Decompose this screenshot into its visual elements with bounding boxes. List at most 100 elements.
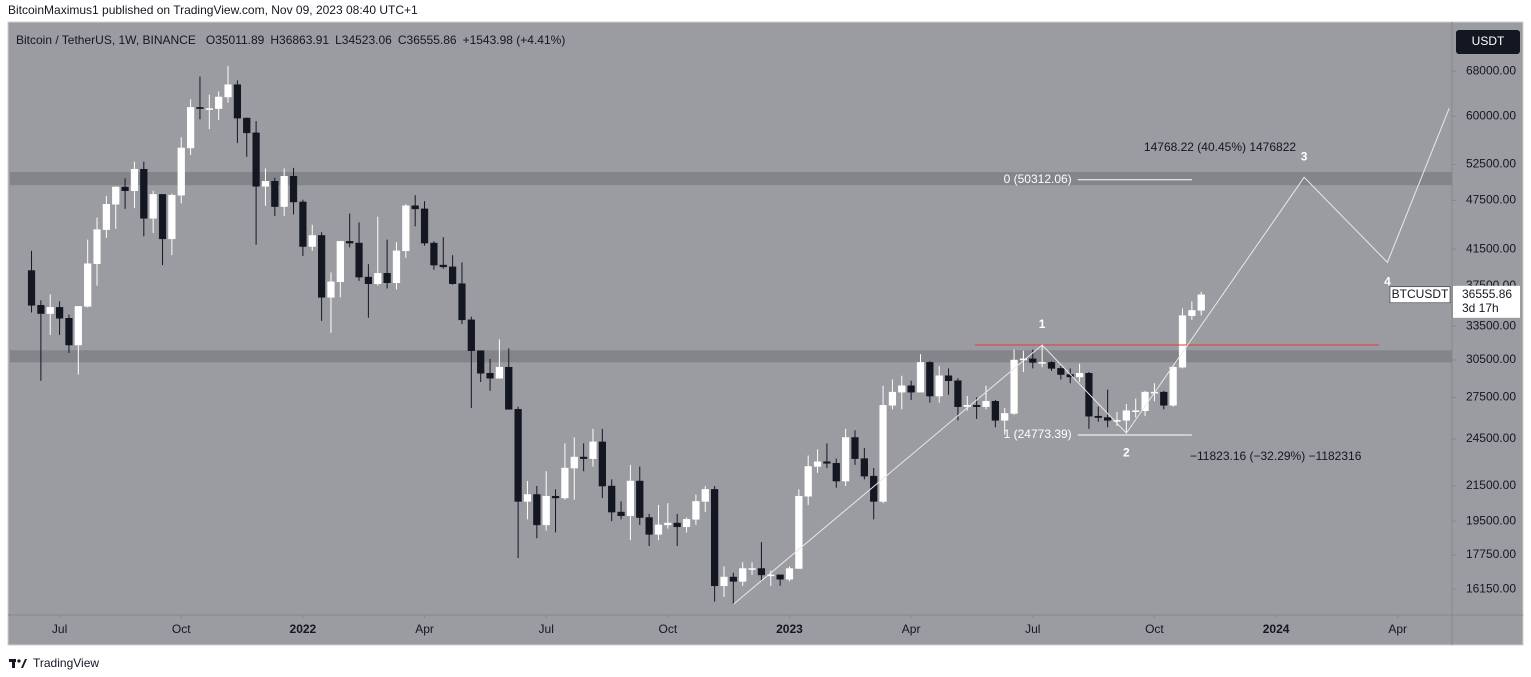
candle-body [1197, 294, 1205, 311]
candle-body [1160, 391, 1168, 406]
ohlc-value: 35011.89 [215, 33, 264, 47]
y-tick-label: 17750.00 [1466, 547, 1516, 561]
candle-body [711, 489, 719, 587]
candle-body [664, 522, 672, 526]
y-tick-label: 52500.00 [1466, 157, 1516, 171]
x-tick-label: Apr [415, 622, 434, 636]
y-tick-label: 33500.00 [1466, 318, 1516, 332]
candle-body [486, 373, 494, 379]
x-tick-label: Jul [1025, 622, 1040, 636]
candle-body [645, 517, 653, 535]
candle-body [233, 84, 242, 119]
candle-body [626, 480, 635, 516]
candle-body [748, 568, 756, 570]
wave-label: 4 [1384, 275, 1391, 289]
candle-body [130, 168, 139, 191]
candle-body [776, 574, 784, 580]
candle-body [346, 241, 354, 244]
candle-body [458, 283, 466, 321]
candle-body [93, 229, 101, 264]
candle-body [579, 456, 588, 459]
candle-body [617, 511, 625, 516]
candle-body [598, 441, 606, 487]
candle-body [299, 201, 307, 247]
candle-body [402, 205, 410, 252]
candle-body [84, 263, 92, 307]
candle-body [505, 366, 513, 410]
candle-body [654, 524, 663, 535]
candle-body [739, 568, 747, 582]
wave-label: 2 [1123, 445, 1130, 459]
chart-panel [7, 21, 1524, 646]
candle-body [1132, 410, 1140, 412]
countdown-label: 3d 17h [1462, 301, 1499, 315]
candle-body [832, 463, 840, 482]
fib-level-label: 0 (50312.06) [1004, 172, 1072, 186]
y-tick-label: 30500.00 [1466, 352, 1516, 366]
candle-body [177, 147, 185, 196]
candle-body [383, 273, 391, 283]
chart-title: Bitcoin / TetherUS, 1W, BINANCE [16, 33, 196, 47]
candle-body [37, 305, 45, 314]
symbol-tag [1389, 286, 1451, 304]
candle-body [55, 307, 64, 319]
candle-body [252, 132, 260, 187]
ohlc-value: 36863.91 [279, 33, 329, 47]
candle-body [196, 107, 204, 109]
footer-brand: TradingView [33, 656, 99, 670]
candle-body [1188, 310, 1196, 316]
candle-body [1057, 368, 1065, 375]
price-tag [1453, 285, 1520, 318]
y-tick-label: 47500.00 [1466, 193, 1516, 207]
x-tick-label: 2023 [776, 622, 803, 636]
y-tick-label: 27500.00 [1466, 390, 1516, 404]
candle-body [514, 409, 522, 502]
candle-body [561, 467, 569, 499]
candle-body [1001, 413, 1009, 421]
candle-body [355, 242, 363, 278]
candle-body [907, 385, 915, 393]
candle-body [149, 194, 157, 219]
x-tick-label: Apr [902, 622, 921, 636]
fib-level-label: 1 (24773.39) [1004, 427, 1072, 441]
candle-body [411, 205, 419, 210]
candle-body [140, 168, 148, 219]
wave-label: 3 [1301, 149, 1308, 163]
candle-body [973, 405, 981, 407]
x-tick-label: Jul [52, 622, 67, 636]
candle-body [692, 501, 700, 520]
candle-body [448, 266, 457, 284]
ohlc-value: 34523.06 [342, 33, 392, 47]
candle-body [121, 186, 129, 191]
candle-body [308, 235, 316, 247]
x-tick-label: Apr [1388, 622, 1407, 636]
candle-body [1047, 362, 1056, 369]
candle-body [1178, 315, 1187, 368]
candle-body [186, 107, 195, 149]
candle-body [982, 401, 990, 407]
candle-body [682, 519, 691, 528]
candle-body [392, 250, 401, 283]
candle-body [1029, 358, 1037, 363]
candle-body [898, 385, 906, 393]
candle-body [570, 456, 578, 469]
candle-body [935, 375, 943, 397]
currency-box [1456, 30, 1520, 54]
candle-body [243, 117, 251, 134]
y-tick-label: 16150.00 [1466, 581, 1516, 595]
y-tick-label: 19500.00 [1466, 513, 1516, 527]
y-tick-label: 21500.00 [1466, 478, 1516, 492]
candle-body [542, 495, 550, 526]
candle-body [158, 194, 167, 240]
candle-body [65, 318, 73, 346]
ohlc-key: L [335, 33, 342, 47]
candle-body [46, 307, 54, 314]
candle-body [551, 495, 560, 499]
candle-body [963, 405, 971, 407]
candle-body [27, 270, 36, 306]
candle-body [205, 108, 213, 110]
candle-body [823, 461, 831, 464]
candle-body [589, 441, 597, 459]
